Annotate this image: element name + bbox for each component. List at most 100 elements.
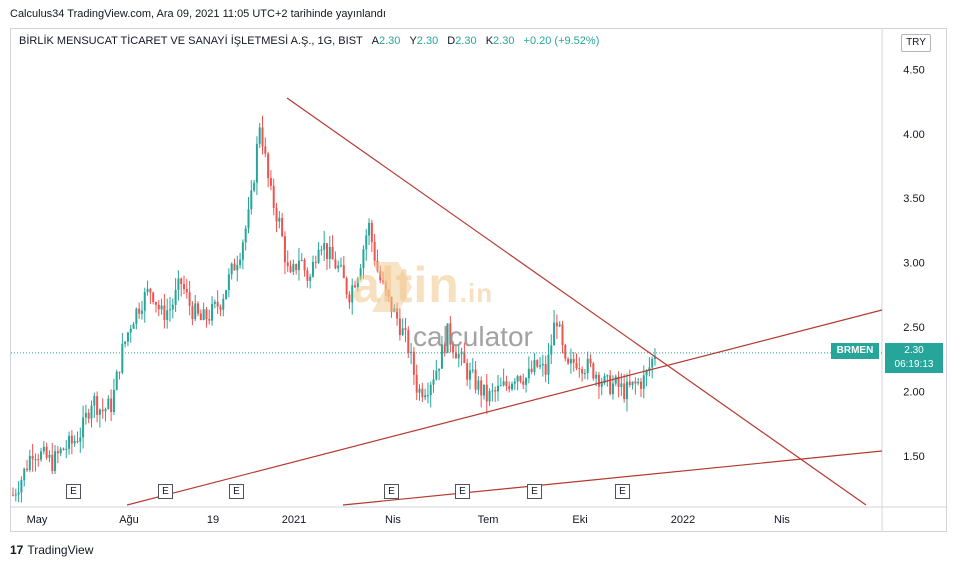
candle-body [191,305,194,320]
candle-body [611,383,614,395]
candle-body [527,368,530,379]
candle-body [508,386,511,390]
low-label: D [447,35,456,47]
candle-body [370,222,373,242]
candle-body [555,322,558,327]
high-value: 2.30 [416,35,439,47]
candle-body [502,381,505,386]
candle-body [482,384,485,396]
candle-body [606,375,609,377]
candle-body [314,261,317,263]
candle-body [325,243,328,260]
candle-body [544,364,547,375]
candle-body [516,376,519,382]
candle-body [345,278,348,295]
candle-body [188,292,191,306]
candle-body [26,468,29,471]
currency-button[interactable]: TRY [901,34,931,52]
candle-body [373,241,376,261]
candle-body [132,324,135,329]
candle-body [104,409,107,412]
candle-body [407,330,410,354]
candle-body [581,369,584,374]
candle-body [468,370,471,380]
candle-body [398,318,401,336]
candle-body [236,265,239,271]
earnings-marker[interactable]: E [384,484,399,499]
candle-body [42,446,45,452]
candle-body [485,384,488,402]
candle-body [351,285,354,303]
tradingview-logo[interactable]: 17 TradingView [10,543,93,557]
earnings-marker[interactable]: E [527,484,542,499]
candle-body [84,412,87,418]
candle-body [258,127,261,144]
candle-body [311,261,314,277]
candle-body [595,374,598,379]
candle-body [222,299,225,310]
candle-body [603,376,606,384]
candle-body [634,381,637,384]
earnings-marker[interactable]: E [158,484,173,499]
candle-body [609,375,612,395]
watermark-suffix: .in [459,278,494,308]
change-value: +0.20 (+9.52%) [523,35,600,47]
candle-body [421,388,424,398]
candle-body [149,288,152,293]
x-tick-label: Eki [572,514,587,526]
earnings-marker[interactable]: E [66,484,81,499]
candle-body [536,359,539,367]
candle-body [553,322,556,346]
candle-body [356,278,359,288]
tradingview-logo-icon: 17 [10,543,24,557]
x-tick-label: 2022 [671,514,695,526]
candle-body [466,362,469,380]
candle-body [454,352,457,359]
candle-body [519,376,522,382]
candle-body [625,381,628,400]
candle-body [617,376,620,387]
x-tick-label: Nis [774,514,790,526]
candle-body [211,303,214,321]
candle-body [491,390,494,392]
y-tick-label: 4.50 [903,64,924,76]
bar-countdown: 06:19:13 [894,359,934,370]
candle-body [54,451,57,471]
open-value: 2.30 [378,35,401,47]
candle-body [140,310,143,314]
candle-body [166,310,169,320]
candle-body [174,289,177,305]
candle-body [404,328,407,331]
candle-body [126,332,129,342]
earnings-marker[interactable]: E [455,484,470,499]
candle-body [230,263,233,275]
candle-body [323,243,326,250]
candle-body [79,437,82,442]
chart-frame [10,28,947,532]
candle-body [82,417,85,438]
candle-body [177,278,180,290]
candle-body [340,265,343,267]
candle-body [194,303,197,320]
y-tick-label: 3.50 [903,193,924,205]
candle-body [600,383,603,387]
candle-body [452,344,455,353]
candle-body [213,301,216,304]
y-tick-label: 2.50 [903,322,924,334]
candle-body [250,190,253,210]
candle-body [429,384,432,396]
candle-body [513,381,516,384]
earnings-marker[interactable]: E [615,484,630,499]
candle-body [530,368,533,373]
candle-body [432,379,435,385]
candle-body [101,409,104,412]
symbol-title: BİRLİK MENSUCAT TİCARET VE SANAYİ İŞLETM… [19,35,363,47]
candle-body [589,358,592,364]
candle-body [494,390,497,392]
earnings-marker[interactable]: E [229,484,244,499]
candle-body [292,264,295,272]
trendline-lower [342,450,883,506]
candle-body [225,290,228,300]
candle-body [160,305,163,310]
